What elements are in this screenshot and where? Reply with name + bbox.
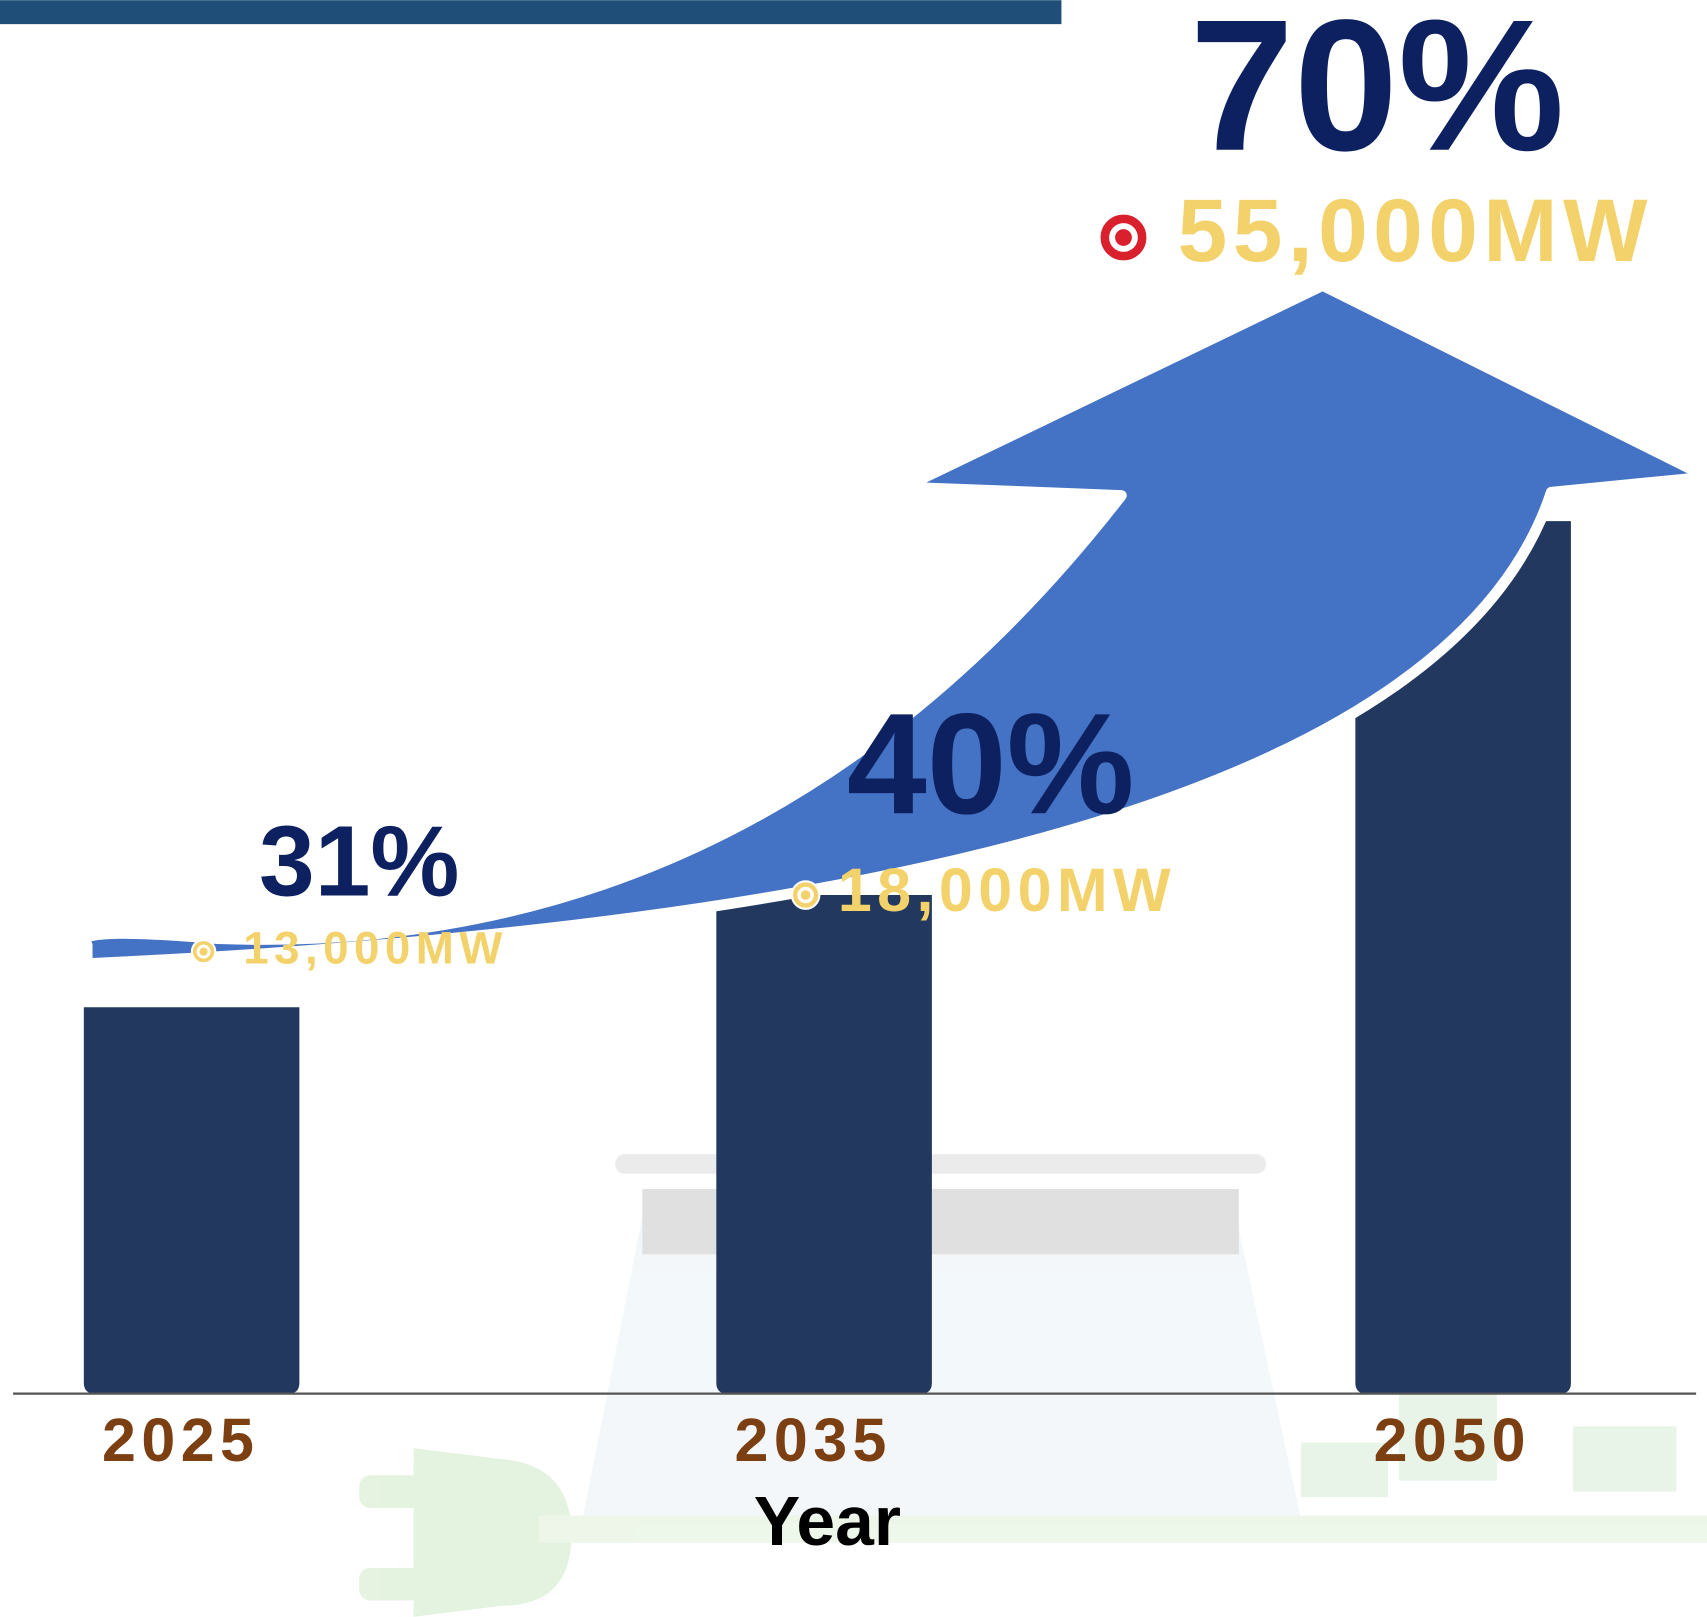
percent-label: 31% xyxy=(259,805,459,917)
bar xyxy=(83,1007,300,1394)
growth-arrow xyxy=(79,279,1707,970)
x-tick-label: 2025 xyxy=(102,1406,259,1474)
bars xyxy=(83,521,1571,1394)
header-banner xyxy=(0,0,1062,25)
percent-label: 70% xyxy=(1190,0,1565,190)
percent-label: 40% xyxy=(847,684,1135,844)
x-axis-title: Year xyxy=(754,1482,901,1560)
capacity-marker-core xyxy=(800,890,811,900)
bar xyxy=(716,895,932,1394)
x-tick-label: 2050 xyxy=(1374,1406,1531,1474)
capacity-marker-core xyxy=(199,947,208,956)
capacity-marker-core xyxy=(1115,229,1132,246)
labels: 2025 31% 13,000MW 2035 40% 18,000MW 2050 70%55,… xyxy=(102,0,1653,1474)
capacity-label: 55,000MW xyxy=(1178,180,1653,280)
x-tick-label: 2035 xyxy=(735,1406,892,1474)
capacity-label: 13,000MW xyxy=(243,923,508,974)
bar xyxy=(1355,521,1571,1394)
capacity-label: 18,000MW xyxy=(838,856,1176,924)
